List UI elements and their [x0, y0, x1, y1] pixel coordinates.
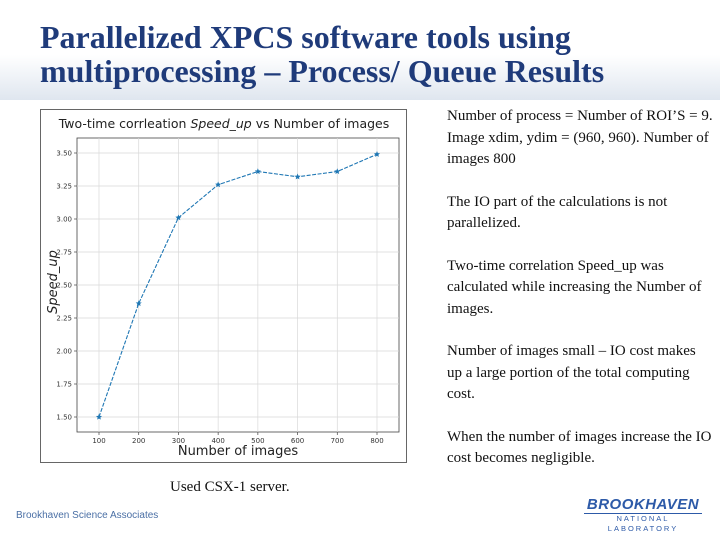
- chart-caption: Used CSX-1 server.: [170, 479, 290, 495]
- x-tick-label: 800: [370, 437, 383, 445]
- x-tick-label: 600: [291, 437, 304, 445]
- x-tick-label: 100: [92, 437, 105, 445]
- logo-wordmark: BROOKHAVEN: [586, 496, 700, 513]
- data-point: [175, 214, 182, 221]
- x-tick-label: 200: [132, 437, 145, 445]
- y-tick-label: 2.00: [56, 348, 72, 356]
- x-tick-label: 700: [331, 437, 344, 445]
- note-small-images: Number of images small – IO cost makes u…: [447, 343, 696, 402]
- series-speed-up: [95, 151, 381, 420]
- data-point: [373, 151, 381, 157]
- y-axis-label: Speed_up: [46, 250, 61, 314]
- y-tick-label: 2.50: [56, 282, 72, 290]
- y-tick-label: 3.00: [56, 216, 72, 224]
- x-tick-label: 400: [211, 437, 224, 445]
- slide-title: Parallelized XPCS software tools using m…: [40, 19, 605, 89]
- x-tick-label: 300: [172, 437, 185, 445]
- notes-panel: Number of process = Number of ROI’S = 9.…: [447, 106, 713, 491]
- y-tick-label: 2.75: [56, 249, 72, 257]
- y-tick-label: 3.50: [56, 150, 72, 158]
- data-point: [95, 413, 103, 420]
- title-bar: [0, 0, 720, 100]
- note-setup: Number of process = Number of ROI’S = 9.…: [447, 108, 713, 167]
- chart-title: Two-time corrleation Speed_up vs Number …: [58, 116, 390, 131]
- note-io: The IO part of the calculations is not p…: [447, 193, 668, 232]
- data-point: [334, 168, 341, 175]
- y-tick-label: 1.75: [56, 381, 72, 389]
- x-tick-label: 500: [251, 437, 264, 445]
- footer-organization: Brookhaven Science Associates: [16, 510, 159, 521]
- note-speedup: Two-time correlation Speed_up was calcul…: [447, 257, 702, 317]
- speedup-chart: 1.50 1.75 2.00 2.25 2.50 2.75 3.00 3.25 3.50 100 2…: [46, 116, 400, 459]
- chart-frame: 1.50 1.75 2.00 2.25 2.50 2.75 3.00 3.25 3.50 100 2…: [40, 109, 407, 463]
- data-point: [294, 173, 301, 180]
- y-tick-label: 1.50: [56, 414, 72, 422]
- brookhaven-logo: BROOKHAVEN NATIONAL LABORATORY: [578, 496, 708, 533]
- series-line: [98, 153, 378, 418]
- y-tick-label: 2.25: [56, 315, 72, 323]
- note-large-images: When the number of images increase the I…: [447, 428, 712, 467]
- y-tick-label: 3.25: [56, 183, 72, 191]
- data-point: [254, 168, 261, 175]
- grid: [76, 137, 400, 433]
- data-point: [215, 181, 222, 188]
- x-axis-label: Number of images: [178, 444, 299, 459]
- ticks: 1.50 1.75 2.00 2.25 2.50 2.75 3.00 3.25 3.50 100 2…: [56, 150, 383, 446]
- data-point: [135, 300, 142, 307]
- logo-subtitle: NATIONAL LABORATORY: [584, 513, 702, 534]
